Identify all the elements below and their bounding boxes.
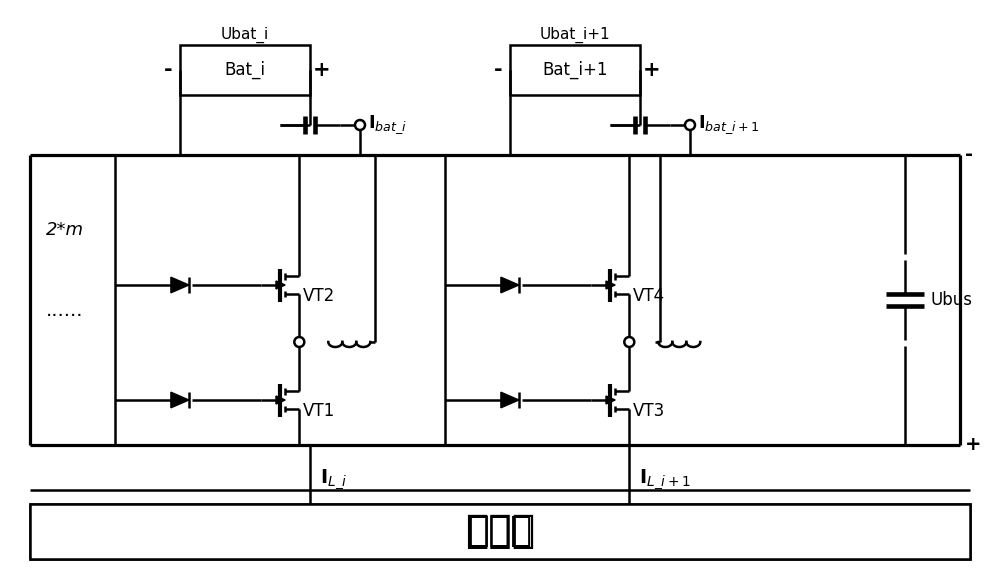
Text: $\mathbf{I}_{L\_i}$: $\mathbf{I}_{L\_i}$ [320,468,348,492]
Text: $\mathbf{I}_{L\_i+1}$: $\mathbf{I}_{L\_i+1}$ [639,468,691,492]
Polygon shape [171,277,189,293]
Circle shape [355,120,365,130]
Text: 控制器: 控制器 [465,512,535,550]
Polygon shape [276,396,285,404]
Text: Bat_i: Bat_i [224,61,266,79]
Polygon shape [501,277,519,293]
Text: -: - [494,60,502,80]
Text: +: + [965,436,982,454]
Polygon shape [171,392,189,408]
Polygon shape [606,396,615,404]
Bar [30,504,970,559]
Text: VT1: VT1 [303,402,335,420]
Bar [180,45,310,95]
Polygon shape [276,281,285,289]
Bar [510,45,640,95]
Text: 2*m: 2*m [46,221,84,239]
Circle shape [685,120,695,130]
Text: -: - [965,145,973,165]
Text: $\mathbf{I}_{bat\_i+1}$: $\mathbf{I}_{bat\_i+1}$ [698,114,760,136]
Text: $\mathbf{I}_{bat\_i}$: $\mathbf{I}_{bat\_i}$ [368,114,407,136]
Text: 控制器: 控制器 [468,514,532,548]
Text: -: - [164,60,172,80]
Circle shape [624,337,634,347]
Text: VT4: VT4 [633,287,665,305]
Text: Ubus: Ubus [930,291,972,309]
Text: Ubat_i: Ubat_i [221,27,269,43]
Text: VT3: VT3 [633,402,665,420]
Text: +: + [313,60,331,80]
Text: VT2: VT2 [303,287,335,305]
Text: ......: ...... [46,301,84,319]
Circle shape [294,337,304,347]
Text: Bat_i+1: Bat_i+1 [542,61,608,79]
Polygon shape [606,281,615,289]
Text: Ubat_i+1: Ubat_i+1 [540,27,610,43]
Text: +: + [643,60,661,80]
Bar [30,504,970,559]
Polygon shape [501,392,519,408]
